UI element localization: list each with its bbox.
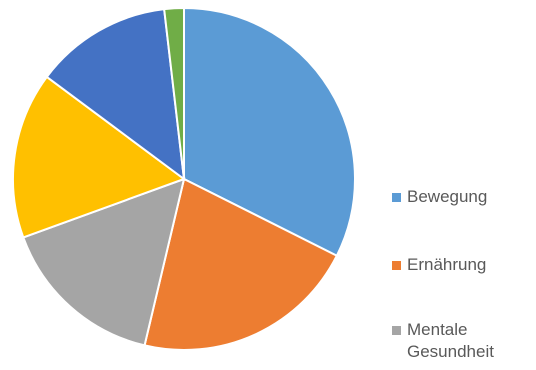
legend-item-mentale-gesundheit: Mentale Gesundheit xyxy=(392,319,536,363)
pie-slice-ern-hrung xyxy=(143,177,339,351)
pie-slice-mentale-gesundheit xyxy=(22,177,186,347)
legend-swatch-mentale-gesundheit xyxy=(392,326,401,335)
legend-label-bewegung: Bewegung xyxy=(407,187,488,206)
legend-label-ernaehrung: Ernährung xyxy=(407,255,487,274)
legend-label-mentale-gesundheit: Mentale Gesundheit xyxy=(407,320,494,361)
legend-item-ernaehrung: Ernährung xyxy=(392,254,536,276)
legend-swatch-bewegung xyxy=(392,193,401,202)
pie-slice-bewegung xyxy=(183,6,356,258)
pie-slice-unlabeled-4 xyxy=(45,8,186,182)
pie-slice-unlabeled-5 xyxy=(163,6,185,180)
legend-item-bewegung: Bewegung xyxy=(392,186,536,208)
legend-swatch-ernaehrung xyxy=(392,261,401,270)
pie-chart xyxy=(12,6,356,351)
pie-slice-unlabeled-3 xyxy=(12,75,187,239)
